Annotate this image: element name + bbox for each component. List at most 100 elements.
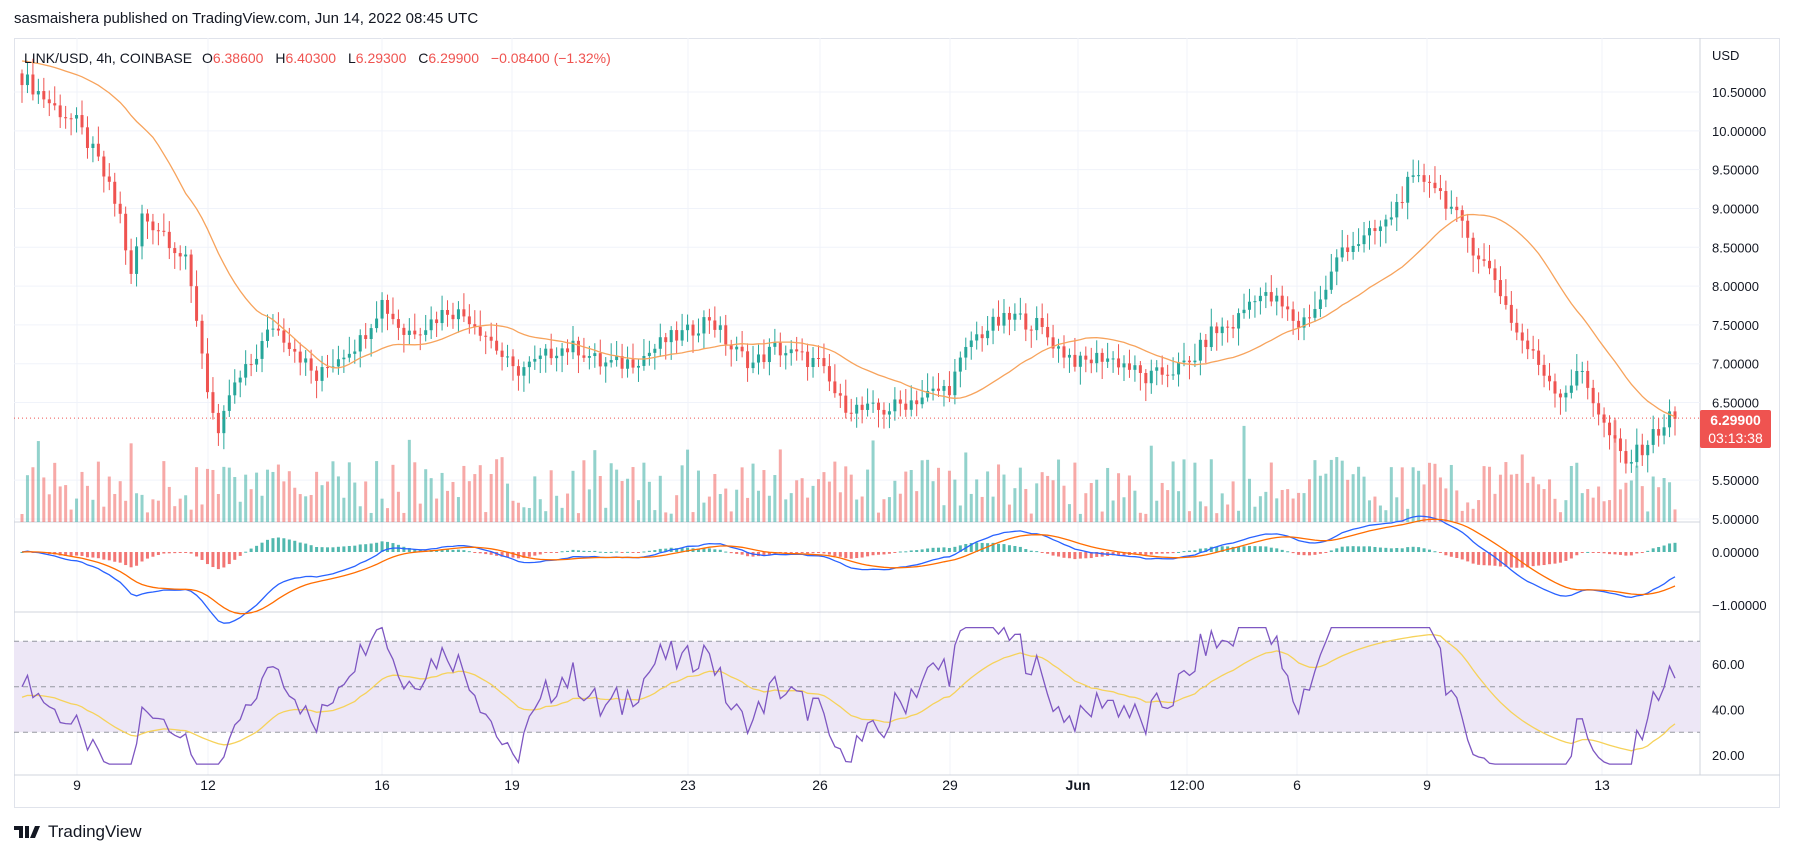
volume-bar <box>1673 509 1677 522</box>
macd-histogram-bar <box>1422 548 1426 552</box>
candle-body <box>1493 268 1497 281</box>
macd-histogram-bar <box>1018 546 1022 552</box>
macd-histogram-bar <box>860 552 864 558</box>
macd-histogram-bar <box>331 547 335 552</box>
volume-bar <box>1422 484 1426 522</box>
macd-histogram-bar <box>156 552 160 556</box>
macd-histogram-bar <box>1367 546 1371 552</box>
macd-histogram-bar <box>931 547 935 552</box>
candle-body <box>227 395 231 411</box>
candle-body <box>1504 296 1508 305</box>
volume-bar <box>347 462 351 522</box>
volume-bar <box>1018 467 1022 522</box>
macd-histogram-bar <box>244 551 248 553</box>
candle-body <box>1029 329 1033 331</box>
candle-body <box>604 362 608 367</box>
macd-histogram-bar <box>571 549 575 552</box>
macd-histogram-bar <box>1117 552 1121 556</box>
candle-body <box>391 313 395 320</box>
macd-histogram-bar <box>96 552 100 559</box>
symbol-label: LINK/USD, 4h, COINBASE <box>24 50 193 66</box>
candle-body <box>1193 360 1197 363</box>
candle-body <box>145 213 149 222</box>
macd-histogram-bar <box>926 548 930 552</box>
low-value: 6.29300 <box>355 50 407 66</box>
macd-histogram-bar <box>1247 545 1251 552</box>
macd-histogram-bar <box>1417 547 1421 552</box>
volume-bar <box>140 494 144 522</box>
macd-histogram-bar <box>1002 544 1006 552</box>
macd-histogram-bar <box>636 552 640 553</box>
macd-histogram-bar <box>129 552 133 568</box>
high-label: H <box>275 50 286 66</box>
price-tick: 9.00000 <box>1712 201 1759 216</box>
candle-body <box>47 99 51 104</box>
volume-bar <box>184 495 188 522</box>
volume-bar <box>1526 482 1530 522</box>
candle-body <box>549 348 553 359</box>
candle-body <box>1531 349 1535 351</box>
candle-body <box>167 231 171 249</box>
volume-bar <box>282 481 286 522</box>
volume-bar <box>1411 467 1415 522</box>
candle-body <box>751 362 755 369</box>
candle-body <box>598 353 602 367</box>
candle-body <box>877 402 881 410</box>
candle-body <box>320 367 324 381</box>
volume-bar <box>1624 482 1628 522</box>
volume-bar <box>315 471 319 522</box>
time-tick: 19 <box>504 777 520 793</box>
volume-bar <box>1548 479 1552 522</box>
candle-body <box>271 328 275 330</box>
candle-body <box>1237 313 1241 329</box>
candle-body <box>1515 322 1519 333</box>
macd-histogram-bar <box>249 548 253 552</box>
volume-bar <box>238 501 242 522</box>
candle-body <box>1400 202 1404 204</box>
volume-bar <box>1531 476 1535 522</box>
volume-bar <box>1602 501 1606 522</box>
candle-body <box>1247 301 1251 310</box>
price-tick: 9.50000 <box>1712 163 1759 178</box>
macd-histogram-bar <box>1651 548 1655 552</box>
macd-histogram-bar <box>953 546 957 552</box>
macd-histogram-bar <box>124 552 128 566</box>
candle-body <box>1657 429 1661 436</box>
candle-body <box>1597 403 1601 415</box>
macd-histogram-bar <box>1548 552 1552 565</box>
volume-bar <box>1155 500 1159 522</box>
candle-body <box>1635 444 1639 463</box>
candle-body <box>1182 360 1186 363</box>
candle-body <box>124 213 128 251</box>
volume-bar <box>124 500 128 522</box>
macd-histogram-bar <box>222 552 226 568</box>
candle-body <box>462 309 466 317</box>
candle-body <box>587 356 591 358</box>
volume-bar <box>953 479 957 522</box>
volume-bar <box>576 513 580 522</box>
macd-histogram-bar <box>369 543 373 552</box>
candle-body <box>620 356 624 369</box>
volume-bar <box>1171 461 1175 522</box>
macd-histogram-bar <box>1460 552 1464 560</box>
volume-bar <box>1378 505 1382 522</box>
macd-histogram-bar <box>1428 549 1432 552</box>
macd-histogram-bar <box>844 552 848 559</box>
volume-bar <box>162 461 166 522</box>
candle-body <box>582 355 586 358</box>
volume-bar <box>1586 489 1590 522</box>
volume-bar <box>429 478 433 522</box>
macd-histogram-bar <box>1378 547 1382 552</box>
candle-body <box>1160 367 1164 375</box>
candle-body <box>1209 326 1213 348</box>
volume-bar <box>506 483 510 522</box>
macd-histogram-bar <box>609 551 613 553</box>
volume-bar <box>1564 500 1568 522</box>
macd-histogram-bar <box>69 552 73 557</box>
volume-bar <box>658 475 662 522</box>
macd-histogram-bar <box>718 549 722 552</box>
volume-bar <box>1504 462 1508 522</box>
volume-bar <box>642 462 646 522</box>
volume-bar <box>549 470 553 522</box>
